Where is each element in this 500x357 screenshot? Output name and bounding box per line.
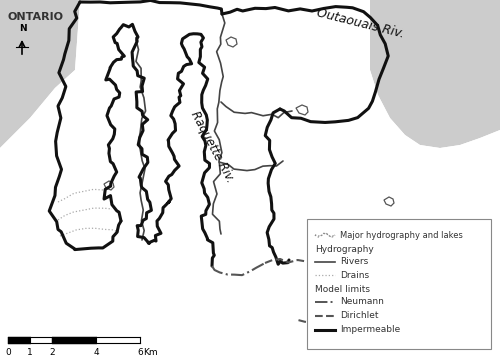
Polygon shape [0,0,80,148]
Polygon shape [370,0,500,148]
Text: Impermeable: Impermeable [340,326,400,335]
Text: Raquette Riv.: Raquette Riv. [188,109,236,185]
Text: Km: Km [143,348,158,357]
Text: Rivers: Rivers [340,257,368,266]
Text: Drains: Drains [340,271,369,280]
Text: N: N [19,24,26,33]
Text: Neumann: Neumann [340,297,384,307]
Text: ONTARIO: ONTARIO [8,12,64,22]
Text: 0: 0 [5,348,11,357]
Text: Major hydrography and lakes: Major hydrography and lakes [340,231,463,240]
Text: 2: 2 [49,348,55,357]
Text: 6: 6 [137,348,143,357]
Text: Outaouais Riv.: Outaouais Riv. [315,7,406,41]
Text: 1: 1 [27,348,33,357]
Text: Dirichlet: Dirichlet [340,312,378,321]
FancyBboxPatch shape [307,219,491,349]
Text: Hydrography: Hydrography [315,245,374,253]
Text: 4: 4 [93,348,99,357]
Text: Model limits: Model limits [315,285,370,293]
